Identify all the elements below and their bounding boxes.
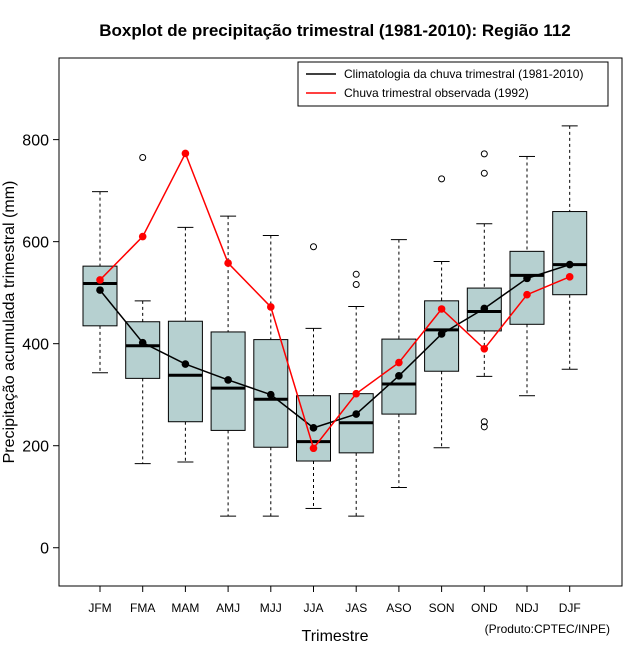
climatology-point (352, 410, 361, 418)
climatology-point (138, 338, 147, 347)
climatology-point (96, 286, 104, 294)
y-tick-label: 800 (22, 133, 49, 150)
x-tick-label: DJF (559, 601, 581, 615)
y-tick-label: 400 (22, 337, 49, 354)
chart-title: Boxplot de precipitação trimestral (1981… (99, 21, 570, 40)
climatology-point (523, 274, 531, 283)
x-tick-label: AMJ (216, 601, 240, 615)
outlier-point (438, 175, 446, 183)
x-axis-label: Trimestre (302, 628, 369, 645)
observed-point (224, 259, 232, 267)
observed-point (395, 358, 403, 367)
outlier-point (480, 423, 488, 431)
climatology-point (224, 376, 232, 384)
x-tick-label: JFM (88, 601, 111, 615)
legend-climatology-label: Climatologia da chuva trimestral (1981-2… (344, 67, 583, 81)
y-tick-label: 200 (22, 439, 49, 456)
observed-point (523, 290, 531, 299)
observed-line (99, 151, 570, 450)
y-axis-label: Precipitação acumulada trimestral (mm) (1, 181, 18, 464)
observed-point (181, 149, 190, 158)
footer-credit: (Produto:CPTEC/INPE) (485, 622, 610, 636)
x-tick-label: ASO (386, 601, 411, 615)
observed-point (565, 273, 574, 281)
box-jfm (82, 265, 118, 327)
outlier-point (352, 270, 360, 278)
observed-point (352, 389, 361, 398)
outlier-point (480, 418, 488, 426)
legend-observed-label: Chuva trimestral observada (1992) (344, 86, 529, 100)
x-tick-label: SON (429, 601, 455, 615)
x-tick-label: MJJ (260, 601, 282, 615)
box-fma (125, 321, 161, 379)
outlier-point (139, 153, 147, 161)
x-tick-label: NDJ (515, 601, 538, 615)
climatology-point (267, 390, 275, 399)
x-tick-label: JAS (345, 601, 367, 615)
legend: Climatologia da chuva trimestral (1981-2… (297, 61, 609, 107)
climatology-point (395, 372, 403, 380)
climatology-point (480, 304, 489, 313)
outlier-point (352, 281, 360, 289)
observed-point (437, 305, 446, 313)
outlier-point (310, 243, 317, 251)
observed-point (309, 444, 318, 453)
x-tick-label: FMA (130, 601, 155, 615)
outlier-point (480, 169, 488, 177)
y-tick-label: 0 (40, 541, 49, 558)
legend-box (297, 61, 609, 107)
climatology-point (437, 330, 446, 338)
box-mam (167, 320, 203, 423)
observed-point (480, 344, 489, 353)
y-tick-label: 600 (22, 235, 49, 252)
outlier-point (480, 150, 488, 158)
climatology-point (181, 360, 190, 368)
plot-frame (58, 57, 623, 587)
plot-area: 0 200 400 600 800 JFM FMA MAM AMJ MJJ JJA JAS ASO SON… (22, 125, 588, 615)
x-tick-label: JJA (303, 601, 323, 615)
observed-point (138, 232, 147, 241)
box-ndj (509, 250, 545, 325)
observed-point (96, 276, 104, 284)
x-tick-label: MAM (171, 601, 199, 615)
climatology-point (309, 424, 318, 432)
observed-point (267, 303, 275, 311)
x-tick-label: OND (471, 601, 498, 615)
climatology-point (565, 260, 574, 269)
